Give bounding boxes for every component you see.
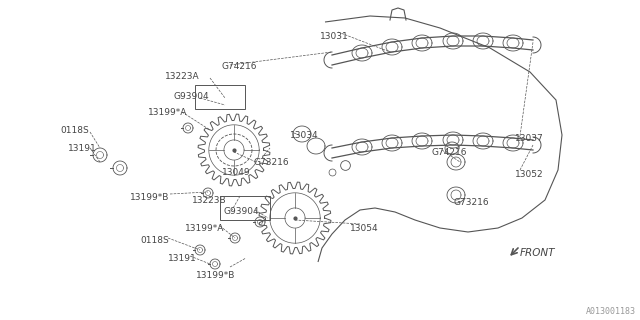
Text: G73216: G73216	[254, 158, 290, 167]
Text: G93904: G93904	[223, 207, 259, 216]
Text: 0118S: 0118S	[140, 236, 169, 245]
Text: 13052: 13052	[515, 170, 543, 179]
Text: 13223A: 13223A	[165, 72, 200, 81]
Text: 0118S: 0118S	[60, 126, 89, 135]
Text: G74216: G74216	[221, 62, 257, 71]
Text: G73216: G73216	[453, 198, 488, 207]
Text: 13031: 13031	[320, 32, 349, 41]
Text: 13191: 13191	[68, 144, 97, 153]
Text: 13037: 13037	[515, 134, 544, 143]
Text: A013001183: A013001183	[586, 307, 636, 316]
Text: 13223B: 13223B	[192, 196, 227, 205]
Text: 13199*A: 13199*A	[185, 224, 225, 233]
Text: 13199*A: 13199*A	[148, 108, 188, 117]
Text: G93904: G93904	[174, 92, 210, 101]
Text: G74216: G74216	[432, 148, 467, 157]
Text: FRONT: FRONT	[520, 248, 556, 258]
Text: 13191: 13191	[168, 254, 196, 263]
Text: 13199*B: 13199*B	[196, 271, 236, 280]
Text: 13054: 13054	[350, 224, 379, 233]
Text: 13199*B: 13199*B	[130, 193, 170, 202]
Text: 13049: 13049	[222, 168, 251, 177]
Text: 13034: 13034	[290, 131, 319, 140]
